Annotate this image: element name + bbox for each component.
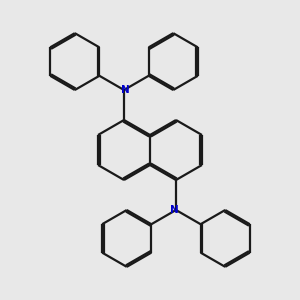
Text: N: N bbox=[170, 205, 179, 215]
Text: N: N bbox=[121, 85, 130, 95]
